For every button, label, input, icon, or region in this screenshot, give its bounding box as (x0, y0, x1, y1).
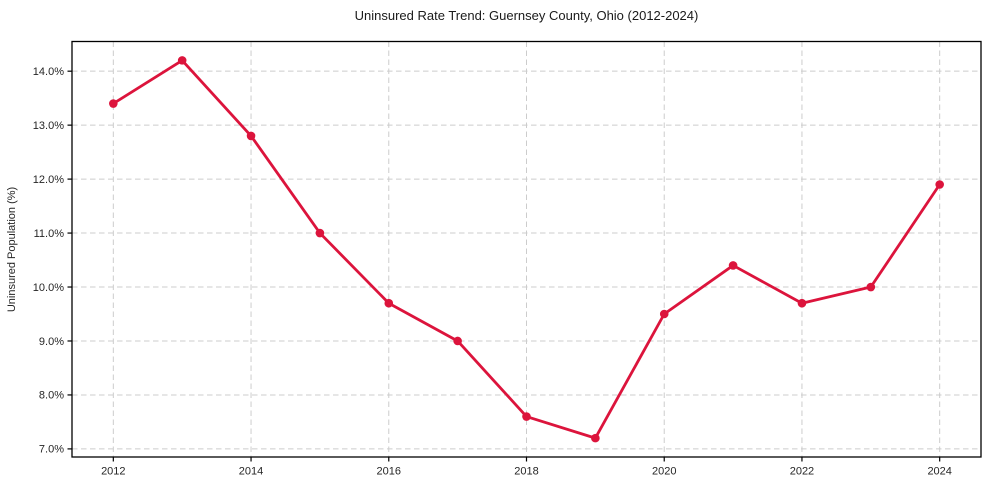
data-point-2015 (315, 228, 325, 238)
x-tick-label: 2024 (927, 466, 951, 478)
data-point-2019 (591, 433, 600, 443)
y-tick-label: 11.0% (34, 228, 65, 240)
y-tick-label: 8.0% (39, 390, 64, 402)
chart-title: Uninsured Rate Trend: Guernsey County, O… (355, 8, 699, 23)
y-axis-label: Uninsured Population (%) (6, 187, 18, 312)
data-point-2018 (522, 412, 531, 421)
x-tick-label: 2022 (790, 466, 814, 478)
y-tick-label: 13.0% (33, 120, 64, 132)
data-point-2022 (797, 298, 807, 308)
data-point-2020 (659, 309, 669, 319)
data-point-2014 (246, 131, 256, 141)
y-tick-label: 7.0% (39, 444, 64, 456)
data-point-2021 (728, 261, 738, 270)
y-tick-label: 12.0% (33, 174, 64, 186)
grid-layer (72, 41, 981, 457)
data-point-2012 (109, 99, 118, 108)
data-point-2013 (177, 56, 187, 65)
data-point-2024 (935, 180, 944, 189)
data-point-2016 (384, 298, 394, 308)
x-tick-label: 2020 (652, 466, 676, 478)
data-point-2023 (866, 282, 876, 292)
y-tick-label: 9.0% (39, 336, 64, 348)
y-tick-label: 14.0% (33, 66, 64, 78)
y-tick-label: 10.0% (33, 282, 64, 294)
x-tick-label: 2014 (239, 466, 263, 478)
data-point-2017 (453, 336, 462, 346)
x-tick-label: 2012 (101, 466, 125, 478)
x-tick-label: 2016 (377, 466, 401, 478)
tick-layer: 7.0% 8.0% 9.0% 10.0% 11.0% 12.0% 13.0% 14.0% 201… (33, 66, 952, 478)
x-tick-label: 2018 (514, 466, 538, 478)
series-layer (109, 56, 944, 443)
